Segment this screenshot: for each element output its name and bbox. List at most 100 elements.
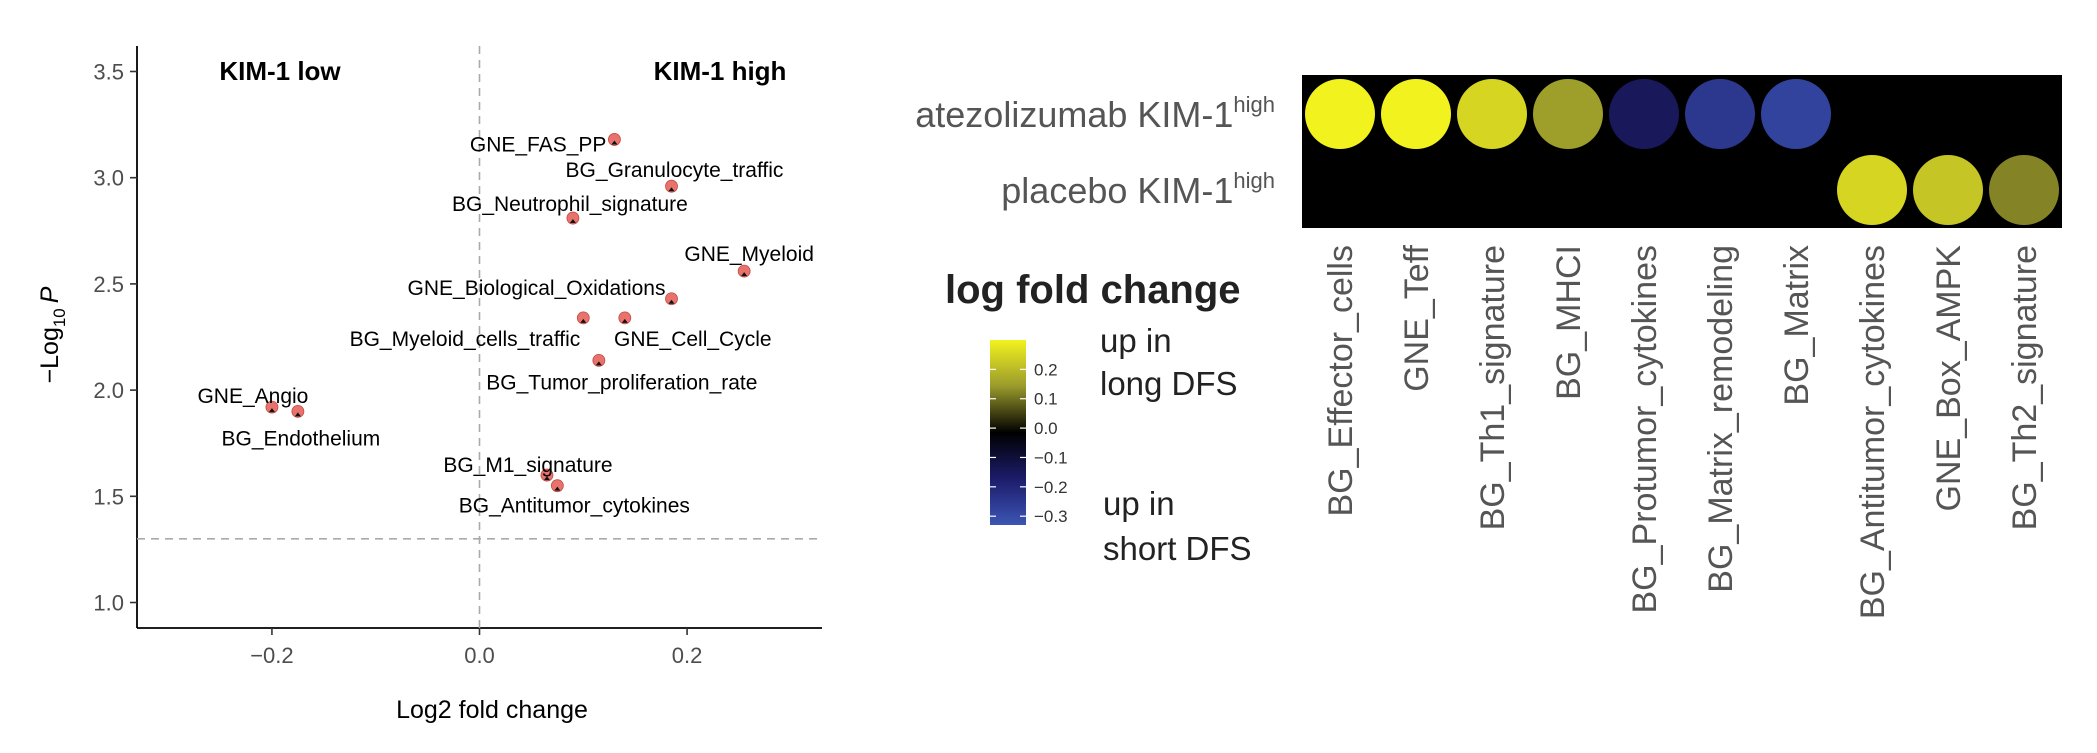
y-tick-label: 1.5 bbox=[93, 484, 124, 509]
row-label-placebo: placebo KIM-1high bbox=[1001, 168, 1275, 211]
volcano-points bbox=[265, 133, 751, 493]
y-tick-label: 2.0 bbox=[93, 378, 124, 403]
volcano-point-labels: GNE_FAS_PP BG_Granulocyte_traffic BG_Neutr… bbox=[197, 133, 813, 517]
column-label-bg-effector-cells: BG_Effector_cells bbox=[1322, 245, 1360, 517]
point-marker-bg-endothelium bbox=[294, 412, 301, 417]
point-label-gne-myeloid: GNE_Myeloid bbox=[684, 243, 814, 266]
column-label-gne-teff: GNE_Teff bbox=[1398, 244, 1436, 391]
x-tick-label: 0.0 bbox=[464, 643, 495, 668]
y-axis-title: −Log10 P bbox=[36, 286, 69, 383]
heatmap-cell bbox=[1913, 155, 1983, 225]
reference-lines bbox=[137, 46, 822, 628]
y-tick-label: 3.0 bbox=[93, 166, 124, 191]
point-bg-granulocyte-traffic bbox=[665, 179, 678, 193]
point-label-gne-fas-pp: GNE_FAS_PP bbox=[470, 133, 607, 156]
point-label-bg-m1-signature: BG_M1_signature bbox=[443, 454, 612, 477]
row-label-atezolizumab: atezolizumab KIM-1high bbox=[915, 92, 1275, 135]
point-marker-bg-tumor-proliferation-rate bbox=[595, 361, 602, 366]
row-label-placebo-name: placebo KIM-1 bbox=[1001, 170, 1233, 211]
column-label-bg-mhci: BG_MHCI bbox=[1550, 245, 1588, 400]
point-bg-tumor-proliferation-rate bbox=[592, 353, 606, 367]
point-label-bg-neutrophil-signature: BG_Neutrophil_signature bbox=[452, 193, 688, 216]
heatmap-cell bbox=[1609, 79, 1679, 149]
y-axis-title-italic: P bbox=[36, 286, 64, 303]
point-label-bg-antitumor-cytokines: BG_Antitumor_cytokines bbox=[459, 495, 690, 518]
point-gne-cell-cycle bbox=[618, 311, 632, 325]
x-axis-title: Log2 fold change bbox=[396, 696, 588, 724]
point-label-bg-granulocyte-traffic: BG_Granulocyte_traffic bbox=[566, 159, 784, 182]
column-label-bg-matrix-remodeling: BG_Matrix_remodeling bbox=[1702, 245, 1740, 593]
point-gne-myeloid bbox=[737, 264, 751, 278]
volcano-plot: 1.0 1.5 2.0 2.5 3.0 3.5 −0.2 0.0 0.2 GNE_FAS_PP… bbox=[36, 46, 822, 724]
point-bg-m1-signature bbox=[540, 468, 554, 482]
point-label-gne-biological-oxidations: GNE_Biological_Oxidations bbox=[408, 277, 666, 300]
heatmap: atezolizumab KIM-1high placebo KIM-1high… bbox=[915, 75, 2062, 619]
colorbar-tick-label: 0.1 bbox=[1034, 390, 1058, 409]
point-marker-bg-antitumor-cytokines bbox=[554, 486, 561, 491]
y-tick-label: 3.5 bbox=[93, 59, 124, 84]
colorbar-ticks: 0.2 0.1 0.0 −0.1 −0.2 −0.3 bbox=[990, 360, 1068, 526]
point-gne-angio bbox=[265, 400, 279, 414]
y-tick-label: 2.5 bbox=[93, 272, 124, 297]
y-ticks: 1.0 1.5 2.0 2.5 3.0 3.5 bbox=[93, 59, 137, 616]
column-label-bg-th1-signature: BG_Th1_signature bbox=[1474, 245, 1512, 530]
point-bg-neutrophil-signature bbox=[566, 211, 580, 225]
point-marker-gne-myeloid bbox=[741, 272, 748, 277]
heatmap-cell bbox=[1457, 79, 1527, 149]
colorbar bbox=[990, 340, 1026, 525]
point-marker-gne-angio bbox=[268, 408, 275, 413]
point-marker-gne-fas-pp bbox=[611, 140, 618, 145]
legend-top-note-line1: up in bbox=[1100, 322, 1172, 359]
y-axis-title-prefix: −Log bbox=[36, 327, 64, 383]
colorbar-tick-label: −0.1 bbox=[1034, 448, 1068, 467]
x-tick-label: 0.2 bbox=[672, 643, 703, 668]
heatmap-cell bbox=[1305, 79, 1375, 149]
colorbar-tick-label: 0.2 bbox=[1034, 360, 1058, 379]
y-tick-label: 1.0 bbox=[93, 591, 124, 616]
point-marker-bg-myeloid-cells-traffic bbox=[580, 318, 587, 323]
colorbar-tick-label: −0.2 bbox=[1034, 478, 1068, 497]
group-title-left: KIM-1 low bbox=[219, 56, 341, 86]
heatmap-cell bbox=[1989, 155, 2059, 225]
column-label-gne-box-ampk: GNE_Box_AMPK bbox=[1930, 245, 1968, 512]
heatmap-cell bbox=[1761, 79, 1831, 149]
row-label-placebo-sup: high bbox=[1233, 168, 1275, 193]
heatmap-cell bbox=[1685, 79, 1755, 149]
heatmap-column-labels: BG_Effector_cells GNE_Teff BG_Th1_signatur… bbox=[1322, 244, 2044, 619]
point-gne-fas-pp bbox=[608, 133, 621, 146]
x-ticks: −0.2 0.0 0.2 bbox=[250, 628, 702, 668]
group-title-right: KIM-1 high bbox=[654, 56, 787, 86]
row-label-atezolizumab-name: atezolizumab KIM-1 bbox=[915, 94, 1233, 135]
y-axis-title-sub: 10 bbox=[50, 308, 69, 327]
point-gne-biological-oxidations bbox=[665, 292, 678, 306]
point-marker-gne-biological-oxidations bbox=[668, 299, 675, 304]
legend-top-note-line2: long DFS bbox=[1100, 365, 1238, 402]
column-label-bg-matrix: BG_Matrix bbox=[1778, 245, 1816, 406]
heatmap-cell bbox=[1533, 79, 1603, 149]
column-label-bg-th2-signature: BG_Th2_signature bbox=[2006, 245, 2044, 530]
point-bg-myeloid-cells-traffic bbox=[576, 311, 590, 325]
column-label-bg-antitumor-cytokines: BG_Antitumor_cytokines bbox=[1854, 245, 1892, 619]
point-label-gne-angio: GNE_Angio bbox=[197, 385, 308, 408]
heatmap-cell bbox=[1837, 155, 1907, 225]
legend-title: log fold change bbox=[945, 268, 1241, 312]
color-legend: log fold change 0.2 0.1 0.0 −0.1 −0.2 −0.3 up… bbox=[945, 268, 1252, 567]
point-bg-endothelium bbox=[291, 404, 305, 418]
colorbar-tick-label: 0.0 bbox=[1034, 419, 1058, 438]
column-label-bg-protumor-cytokines: BG_Protumor_cytokines bbox=[1626, 245, 1664, 614]
point-label-bg-endothelium: BG_Endothelium bbox=[221, 427, 380, 450]
row-label-atezolizumab-sup: high bbox=[1233, 92, 1275, 117]
point-label-gne-cell-cycle: GNE_Cell_Cycle bbox=[614, 328, 772, 351]
colorbar-tick-label: −0.3 bbox=[1034, 507, 1068, 526]
heatmap-cell bbox=[1381, 79, 1451, 149]
legend-bottom-note-line2: short DFS bbox=[1103, 530, 1252, 567]
point-marker-gne-cell-cycle bbox=[621, 318, 628, 323]
point-marker-bg-m1-signature bbox=[543, 476, 550, 481]
legend-bottom-note-line1: up in bbox=[1103, 485, 1175, 522]
point-label-bg-tumor-proliferation-rate: BG_Tumor_proliferation_rate bbox=[486, 371, 757, 394]
x-tick-label: −0.2 bbox=[250, 643, 293, 668]
point-bg-antitumor-cytokines bbox=[550, 479, 564, 493]
point-marker-bg-granulocyte-traffic bbox=[668, 187, 675, 192]
point-label-bg-myeloid-cells-traffic: BG_Myeloid_cells_traffic bbox=[350, 328, 581, 351]
